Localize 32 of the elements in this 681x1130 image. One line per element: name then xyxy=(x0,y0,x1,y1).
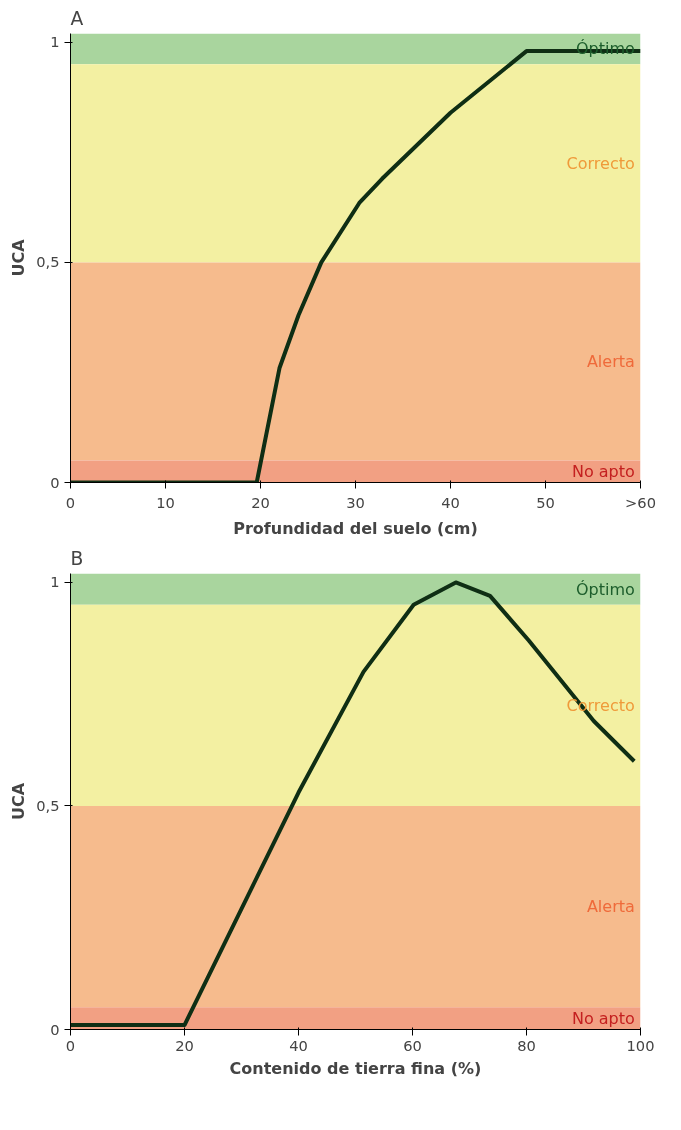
x-tick-label: 30 xyxy=(346,493,365,511)
chart-title: B xyxy=(70,547,84,569)
x-tick-label: >60 xyxy=(625,493,656,511)
x-tick-label: 60 xyxy=(403,1036,422,1054)
band-label: Correcto xyxy=(566,153,635,173)
y-axis-title: UCA xyxy=(9,782,29,821)
x-tick-label: 40 xyxy=(441,493,460,511)
line-series xyxy=(70,580,637,1028)
x-tick-label: 0 xyxy=(65,1036,76,1054)
x-tick-label: 80 xyxy=(517,1036,536,1054)
band-label: No apto xyxy=(571,462,635,481)
x-axis-title: Contenido de tierra fina (%) xyxy=(229,1058,482,1078)
y-tick-label: 1 xyxy=(50,573,60,591)
band-label: Alerta xyxy=(586,897,635,917)
band-label: Óptimo xyxy=(575,579,635,599)
x-tick-label: 0 xyxy=(65,493,76,511)
y-axis-title: UCA xyxy=(9,238,29,277)
y-tick-label: 0 xyxy=(50,473,60,491)
y-tick-label: 1 xyxy=(50,33,60,51)
x-tick-label: 20 xyxy=(251,493,270,511)
x-tick-label: 40 xyxy=(289,1036,308,1054)
x-tick-label: 100 xyxy=(626,1036,655,1054)
y-tick-label: 0 xyxy=(50,1020,60,1038)
x-tick-label: 50 xyxy=(536,493,555,511)
chart-title: A xyxy=(70,7,84,29)
y-tick-label: 0,5 xyxy=(36,253,60,271)
x-tick-label: 20 xyxy=(175,1036,194,1054)
x-axis-title: Profundidad del suelo (cm) xyxy=(233,518,478,538)
band-label: No apto xyxy=(571,1008,635,1028)
x-tick-label: 10 xyxy=(156,493,175,511)
y-tick-label: 0,5 xyxy=(36,796,60,814)
band-label: Alerta xyxy=(586,351,635,371)
